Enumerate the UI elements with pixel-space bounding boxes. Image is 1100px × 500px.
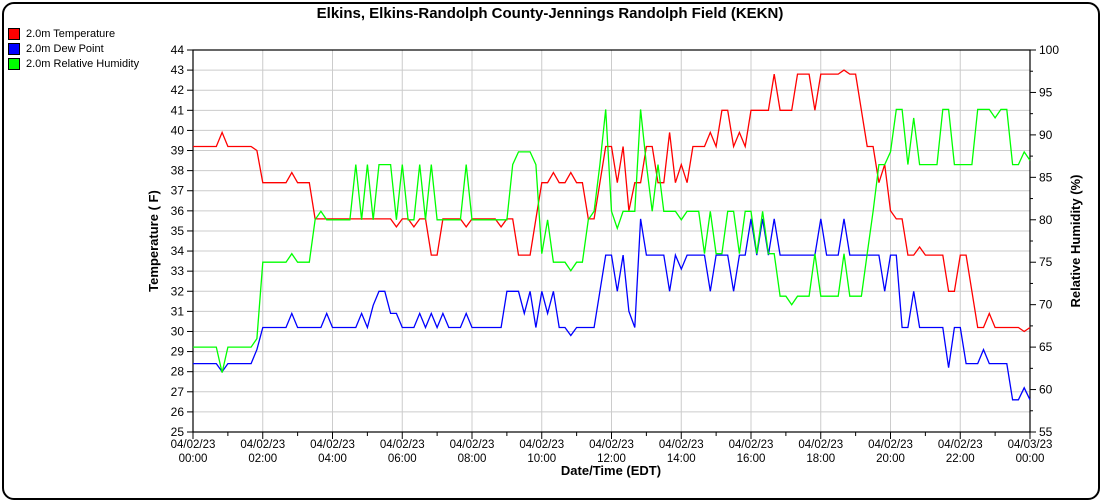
x-tick-date-label: 04/02/23 bbox=[938, 439, 983, 451]
left-axis-tick-label: 42 bbox=[171, 83, 185, 97]
x-tick-time-label: 18:00 bbox=[806, 453, 835, 465]
left-axis-tick-label: 32 bbox=[171, 284, 185, 298]
axes: 25 26 27 28 29 30 31 32 33 34 35 36 37 38 39 40 41 42 43 44… bbox=[171, 43, 1060, 465]
x-tick-time-label: 16:00 bbox=[737, 453, 766, 465]
x-tick-time-label: 22:00 bbox=[946, 453, 975, 465]
left-axis-tick-label: 41 bbox=[171, 103, 185, 117]
left-axis-tick-label: 34 bbox=[171, 244, 185, 258]
x-tick-time-label: 06:00 bbox=[388, 453, 417, 465]
2-0m-relative-humidity-line bbox=[193, 108, 1031, 373]
x-axis-title: Date/Time (EDT) bbox=[561, 463, 661, 478]
right-axis-title: Relative Humidity (%) bbox=[1068, 175, 1083, 308]
right-axis-tick-label: 60 bbox=[1039, 383, 1053, 397]
right-axis-tick-label: 55 bbox=[1039, 425, 1053, 439]
x-tick-date-label: 04/02/23 bbox=[240, 439, 285, 451]
left-axis-tick-label: 31 bbox=[171, 304, 185, 318]
x-tick-date-label: 04/02/23 bbox=[589, 439, 634, 451]
left-axis-tick-label: 37 bbox=[171, 184, 185, 198]
legend-item-relative-humidity: 2.0m Relative Humidity bbox=[8, 56, 139, 71]
right-axis-tick-label: 100 bbox=[1039, 43, 1059, 57]
x-tick-time-label: 00:00 bbox=[179, 453, 208, 465]
x-tick-date-label: 04/02/23 bbox=[450, 439, 495, 451]
left-axis-tick-label: 28 bbox=[171, 365, 185, 379]
x-tick-date-label: 04/02/23 bbox=[310, 439, 355, 451]
left-axis-tick-label: 39 bbox=[171, 144, 185, 158]
x-tick-time-label: 08:00 bbox=[458, 453, 487, 465]
temperature-swatch-icon bbox=[8, 27, 20, 40]
2-0m-temperature-line bbox=[193, 69, 1031, 333]
right-axis-tick-label: 90 bbox=[1039, 128, 1053, 142]
x-tick-time-label: 02:00 bbox=[248, 453, 277, 465]
x-tick-date-label: 04/02/23 bbox=[171, 439, 216, 451]
right-axis-tick-label: 95 bbox=[1039, 85, 1053, 99]
x-tick-date-label: 04/03/23 bbox=[1008, 439, 1053, 451]
left-axis-tick-label: 33 bbox=[171, 264, 185, 278]
left-axis-tick-label: 43 bbox=[171, 63, 185, 77]
left-axis-tick-label: 38 bbox=[171, 164, 185, 178]
x-tick-time-label: 04:00 bbox=[318, 453, 347, 465]
x-tick-date-label: 04/02/23 bbox=[729, 439, 774, 451]
right-axis-tick-label: 65 bbox=[1039, 340, 1053, 354]
left-axis-tick-label: 30 bbox=[171, 324, 185, 338]
left-axis-tick-label: 27 bbox=[171, 385, 185, 399]
left-axis-tick-label: 35 bbox=[171, 224, 185, 238]
right-axis-tick-label: 75 bbox=[1039, 255, 1053, 269]
x-tick-date-label: 04/02/23 bbox=[519, 439, 564, 451]
left-axis-tick-label: 40 bbox=[171, 123, 185, 137]
2-0m-dew-point-line bbox=[193, 218, 1031, 401]
x-tick-date-label: 04/02/23 bbox=[868, 439, 913, 451]
x-tick-date-label: 04/02/23 bbox=[659, 439, 704, 451]
data-series bbox=[193, 69, 1031, 401]
right-axis-tick-label: 70 bbox=[1039, 298, 1053, 312]
grid-lines bbox=[193, 50, 1030, 432]
right-axis-tick-label: 85 bbox=[1039, 170, 1053, 184]
right-axis-tick-label: 80 bbox=[1039, 213, 1053, 227]
legend-item-dew-point: 2.0m Dew Point bbox=[8, 41, 139, 56]
legend-label-temperature: 2.0m Temperature bbox=[26, 27, 116, 40]
dew-point-swatch-icon bbox=[8, 42, 20, 55]
left-axis-tick-label: 29 bbox=[171, 345, 185, 359]
legend-item-temperature: 2.0m Temperature bbox=[8, 26, 139, 41]
x-tick-time-label: 14:00 bbox=[667, 453, 696, 465]
left-axis-tick-label: 26 bbox=[171, 405, 185, 419]
relative-humidity-swatch-icon bbox=[8, 57, 20, 70]
x-tick-date-label: 04/02/23 bbox=[380, 439, 425, 451]
page-title: Elkins, Elkins-Randolph County-Jennings … bbox=[316, 5, 784, 22]
x-tick-date-label: 04/02/23 bbox=[798, 439, 843, 451]
x-tick-time-label: 20:00 bbox=[876, 453, 905, 465]
left-axis-title: Temperature ( F) bbox=[146, 190, 161, 292]
left-axis-tick-label: 36 bbox=[171, 204, 185, 218]
left-axis-tick-label: 44 bbox=[171, 43, 185, 57]
legend-label-dew-point: 2.0m Dew Point bbox=[26, 42, 104, 55]
left-axis-tick-label: 25 bbox=[171, 425, 185, 439]
legend: 2.0m Temperature 2.0m Dew Point 2.0m Rel… bbox=[8, 26, 139, 71]
legend-label-relative-humidity: 2.0m Relative Humidity bbox=[26, 57, 140, 70]
x-tick-time-label: 10:00 bbox=[527, 453, 556, 465]
x-tick-time-label: 12:00 bbox=[597, 453, 626, 465]
x-tick-time-label: 00:00 bbox=[1016, 453, 1045, 465]
